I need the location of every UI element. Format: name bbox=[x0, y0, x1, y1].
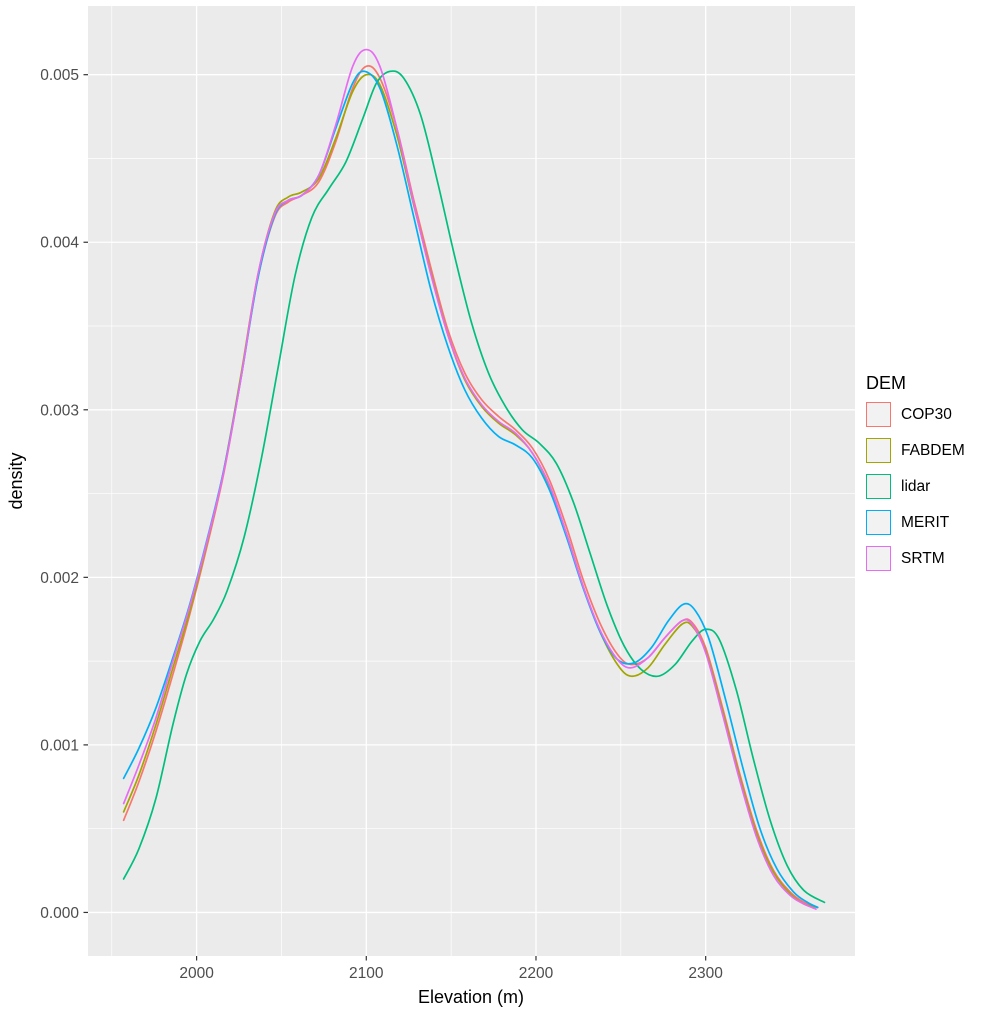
legend-key-swatch-FABDEM bbox=[866, 438, 891, 463]
legend-label: lidar bbox=[901, 477, 931, 495]
x-axis-title: Elevation (m) bbox=[417, 987, 525, 1007]
legend-label: COP30 bbox=[901, 405, 952, 423]
density-curve-SRTM bbox=[122, 48, 817, 910]
axis-ticks bbox=[83, 74, 707, 961]
y-tick-label: 0.001 bbox=[40, 737, 79, 754]
legend-item-FABDEM: FABDEM bbox=[866, 438, 965, 463]
minor-gridlines bbox=[88, 6, 855, 956]
y-tick-label: 0.002 bbox=[40, 570, 79, 587]
y-tick-label: 0.003 bbox=[40, 402, 79, 419]
legend-item-lidar: lidar bbox=[866, 474, 965, 499]
x-tick-label: 2300 bbox=[688, 965, 723, 982]
legend-item-COP30: COP30 bbox=[866, 402, 965, 427]
y-tick-label: 0.005 bbox=[40, 67, 79, 84]
legend-label: SRTM bbox=[901, 549, 945, 567]
x-tick-label: 2200 bbox=[519, 965, 554, 982]
y-axis-title: density bbox=[6, 452, 26, 510]
legend-title: DEM bbox=[866, 373, 906, 393]
panel-background bbox=[88, 6, 855, 956]
legend-item-MERIT: MERIT bbox=[866, 510, 965, 535]
y-tick-label: 0.000 bbox=[40, 905, 79, 922]
legend: DEM COP30 FABDEM lidar MERIT SRTM bbox=[866, 372, 965, 582]
legend-key-swatch-SRTM bbox=[866, 546, 891, 571]
x-tick-label: 2100 bbox=[349, 965, 384, 982]
legend-key-swatch-lidar bbox=[866, 474, 891, 499]
legend-label: FABDEM bbox=[901, 441, 965, 459]
legend-items: COP30 FABDEM lidar MERIT SRTM bbox=[866, 402, 965, 582]
x-tick-label: 2000 bbox=[179, 965, 214, 982]
legend-key-swatch-COP30 bbox=[866, 402, 891, 427]
legend-label: MERIT bbox=[901, 513, 950, 531]
major-gridlines bbox=[88, 6, 855, 956]
y-tick-label: 0.004 bbox=[40, 235, 79, 252]
legend-item-SRTM: SRTM bbox=[866, 546, 965, 571]
legend-key-swatch-MERIT bbox=[866, 510, 891, 535]
